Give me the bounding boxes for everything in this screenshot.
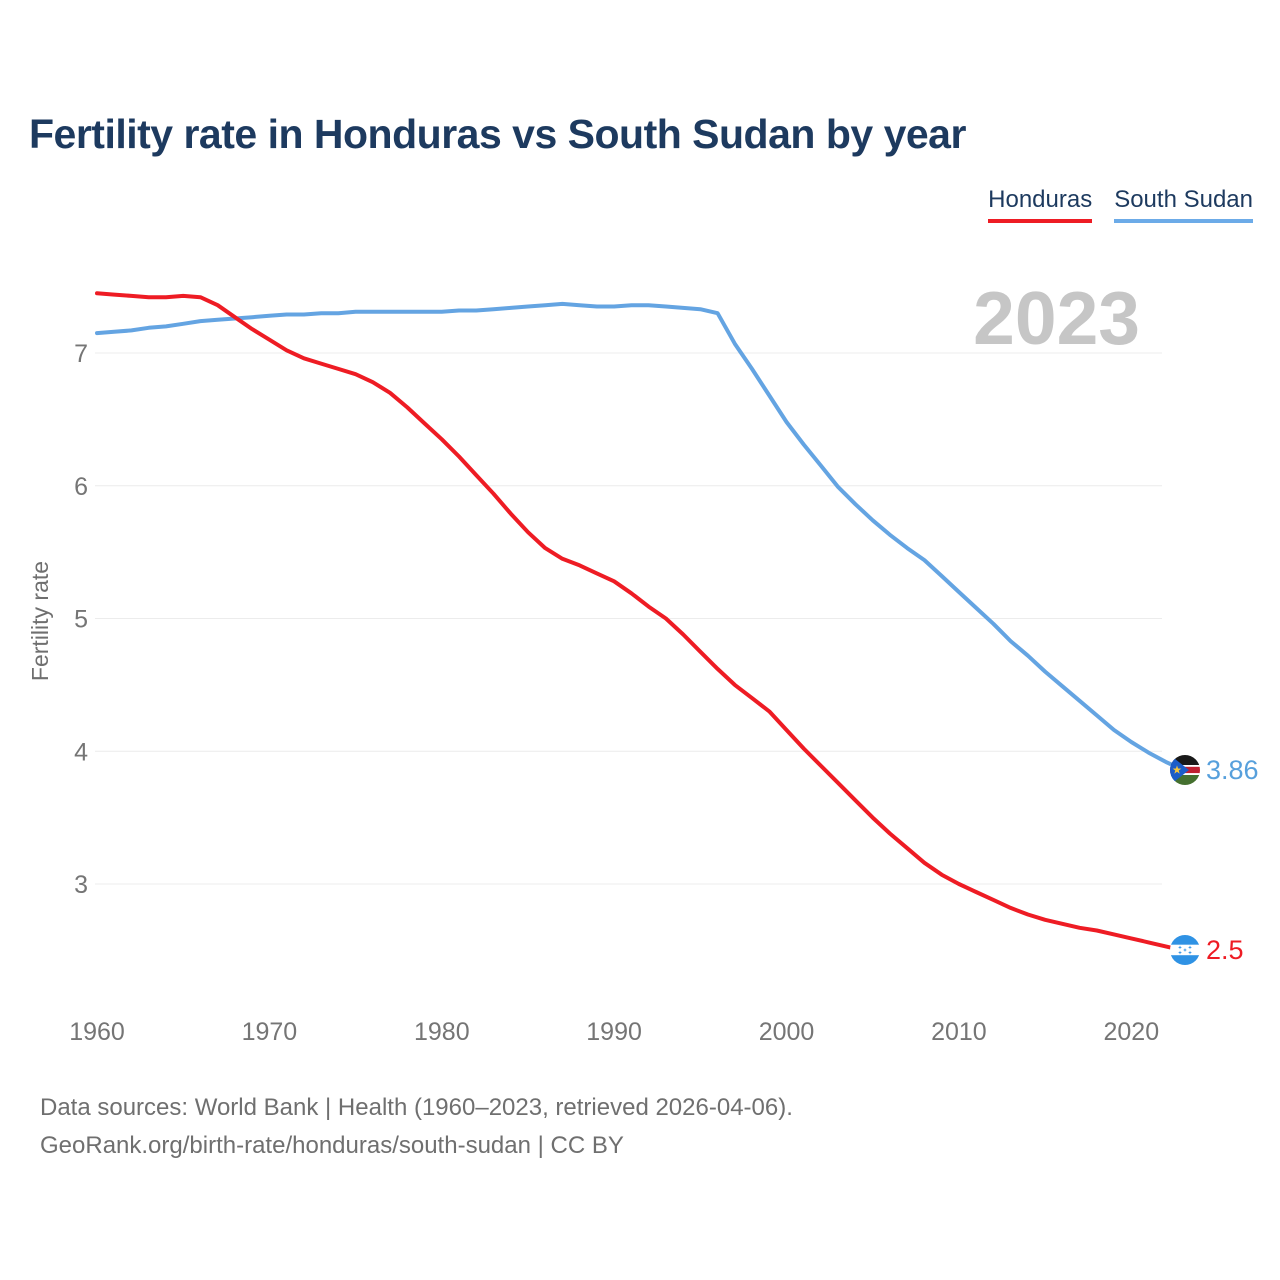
legend-item-south-sudan: South Sudan [1114, 186, 1253, 223]
series-layer [95, 291, 1185, 953]
south-sudan-end-value: 3.86 [1206, 755, 1259, 785]
y-tick-label-4: 4 [74, 738, 88, 766]
footer-sources: Data sources: World Bank | Health (1960–… [40, 1094, 793, 1121]
south-sudan-flag-icon [1170, 755, 1200, 785]
x-tick-label-1970: 1970 [242, 1018, 298, 1046]
y-tick-label-6: 6 [74, 473, 88, 501]
x-tick-label-2010: 2010 [931, 1018, 987, 1046]
y-tick-label-3: 3 [74, 871, 88, 899]
honduras-flag-icon [1170, 935, 1200, 965]
series-line-honduras [95, 291, 1185, 953]
x-tick-label-2000: 2000 [759, 1018, 815, 1046]
x-tick-label-1980: 1980 [414, 1018, 470, 1046]
y-tick-label-7: 7 [74, 340, 88, 368]
footer-attribution: GeoRank.org/birth-rate/honduras/south-su… [40, 1132, 624, 1159]
grid-layer: 3 4 5 6 7 1960 1970 1980 1990 2000 2010 2020 [69, 340, 1162, 1046]
watermark-year: 2023 [973, 276, 1140, 360]
x-tick-label-1960: 1960 [69, 1018, 125, 1046]
legend: Honduras South Sudan [988, 186, 1253, 223]
series-line-south-sudan [95, 301, 1185, 772]
footer: Data sources: World Bank | Health (1960–… [40, 1089, 793, 1165]
legend-item-honduras: Honduras [988, 186, 1093, 223]
x-tick-label-2020: 2020 [1103, 1018, 1159, 1046]
page-title: Fertility rate in Honduras vs South Suda… [29, 111, 966, 157]
x-tick-label-1990: 1990 [586, 1018, 642, 1046]
y-axis-label: Fertility rate [27, 561, 53, 681]
y-tick-label-5: 5 [74, 606, 88, 634]
honduras-end-value: 2.5 [1206, 935, 1244, 965]
